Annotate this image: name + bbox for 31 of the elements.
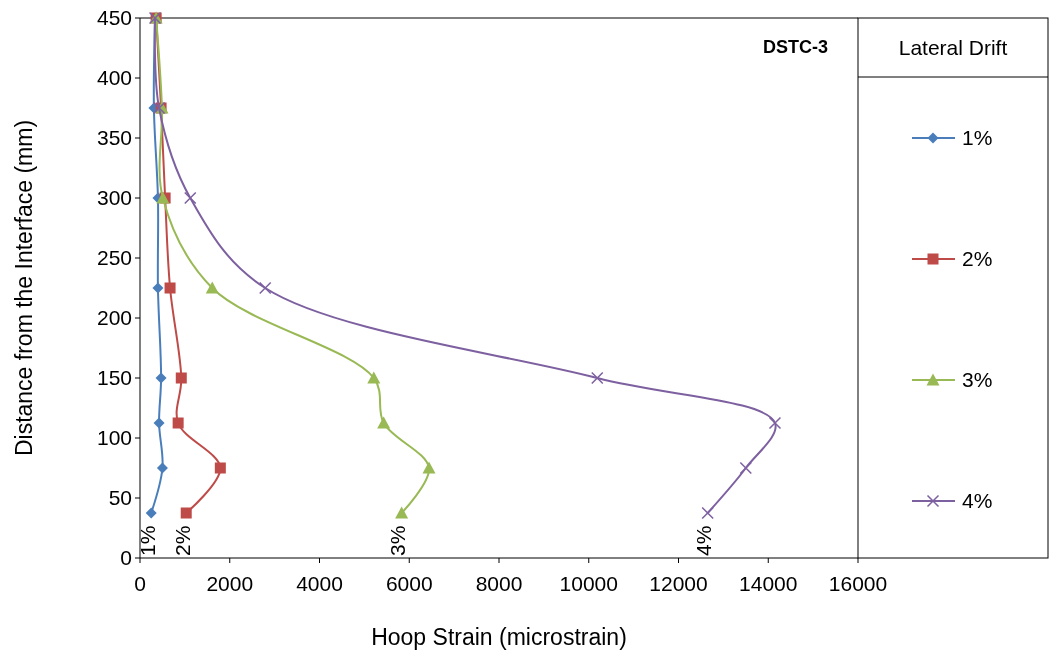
x-tick-label: 6000	[385, 572, 433, 595]
x-tick-label: 2000	[206, 572, 254, 595]
x-tick-label: 16000	[828, 572, 888, 595]
legend-label: 4%	[962, 489, 993, 513]
annotation: 1%	[135, 525, 159, 556]
y-tick-label: 0	[120, 546, 132, 570]
y-tick-label: 150	[96, 366, 132, 390]
x-tick-label: 4000	[296, 572, 343, 595]
annotation: DSTC-3	[762, 37, 828, 57]
legend-label: 3%	[962, 368, 993, 392]
legend-label: 1%	[962, 126, 993, 150]
y-tick-label: 350	[96, 126, 132, 150]
x-axis-title: Hoop Strain (microstrain)	[371, 624, 627, 650]
x-tick-label: 10000	[559, 572, 618, 595]
annotation: 2%	[170, 525, 194, 556]
y-axis-title: Distance from the Interface (mm)	[11, 119, 37, 457]
y-tick-label: 200	[96, 306, 132, 330]
legend-title: Lateral Drift	[898, 36, 1008, 59]
legend-label: 2%	[962, 247, 993, 271]
x-tick-label: 14000	[739, 572, 798, 595]
y-tick-label: 300	[96, 186, 132, 210]
annotation: 3%	[385, 525, 409, 556]
y-tick-label: 250	[96, 246, 132, 270]
y-tick-label: 400	[96, 66, 132, 90]
y-tick-label: 450	[96, 6, 132, 30]
x-tick-label: 12000	[649, 572, 708, 595]
y-tick-label: 100	[96, 426, 132, 450]
x-tick-label: 8000	[475, 572, 523, 595]
y-tick-label: 50	[108, 486, 132, 510]
annotation: 4%	[692, 525, 716, 556]
x-tick-label: 0	[134, 572, 146, 595]
